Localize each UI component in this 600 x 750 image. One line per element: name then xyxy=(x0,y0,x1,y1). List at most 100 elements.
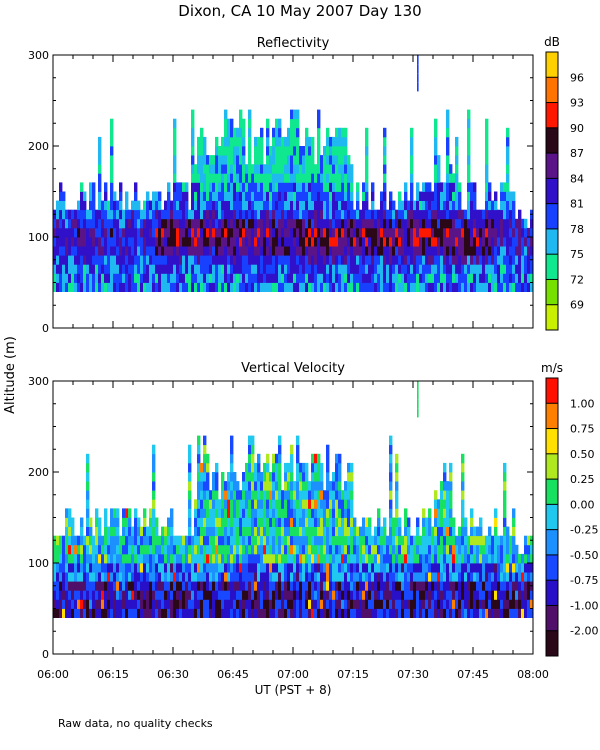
heatmap-cell xyxy=(170,544,174,555)
heatmap-cell xyxy=(272,218,276,229)
heatmap-cell xyxy=(80,218,84,229)
heatmap-cell xyxy=(269,572,273,582)
heatmap-cell xyxy=(95,246,99,256)
heatmap-cell xyxy=(326,553,330,564)
colorbar-swatch xyxy=(546,428,558,454)
heatmap-cell xyxy=(272,282,276,292)
heatmap-cell xyxy=(452,237,456,247)
heatmap-cell xyxy=(503,499,507,509)
heatmap-cell xyxy=(401,273,405,283)
heatmap-cell xyxy=(101,273,105,283)
heatmap-cell xyxy=(302,191,306,201)
heatmap-cell xyxy=(443,490,447,500)
heatmap-cell xyxy=(224,127,228,138)
heatmap-cell xyxy=(74,209,78,220)
heatmap-cell xyxy=(353,227,357,238)
heatmap-cell xyxy=(350,481,354,491)
heatmap-cell xyxy=(344,191,348,201)
heatmap-cell xyxy=(161,599,165,609)
heatmap-cell xyxy=(314,246,318,256)
heatmap-cell xyxy=(176,572,180,582)
heatmap-cell xyxy=(455,227,459,238)
heatmap-cell xyxy=(413,563,417,573)
heatmap-cell xyxy=(215,136,219,147)
heatmap-cell xyxy=(242,164,246,174)
heatmap-cell xyxy=(83,572,87,582)
heatmap-cell xyxy=(287,209,291,220)
heatmap-cell xyxy=(440,227,444,238)
heatmap-cell xyxy=(155,599,159,609)
heatmap-cell xyxy=(83,264,87,274)
heatmap-cell xyxy=(437,246,441,256)
heatmap-cell xyxy=(446,109,450,120)
heatmap-cell xyxy=(299,155,303,165)
heatmap-cell xyxy=(389,472,393,482)
heatmap-cell xyxy=(392,227,396,238)
heatmap-cell xyxy=(362,535,366,546)
heatmap-cell xyxy=(314,499,318,509)
heatmap-cell xyxy=(479,209,483,220)
heatmap-cell xyxy=(119,264,123,274)
heatmap-cell xyxy=(248,590,252,600)
heatmap-cell xyxy=(161,581,165,591)
heatmap-cell xyxy=(221,218,225,229)
heatmap-cell xyxy=(56,237,60,247)
heatmap-cell xyxy=(293,526,297,537)
heatmap-cell xyxy=(158,599,162,609)
heatmap-cell xyxy=(488,273,492,283)
heatmap-cell xyxy=(212,581,216,591)
heatmap-cell xyxy=(419,608,423,618)
heatmap-cell xyxy=(530,282,534,292)
heatmap-cell xyxy=(419,581,423,591)
heatmap-cell xyxy=(290,146,294,156)
heatmap-cell xyxy=(86,472,90,482)
heatmap-cell xyxy=(110,127,114,138)
heatmap-cell xyxy=(521,264,525,274)
heatmap-cell xyxy=(443,572,447,582)
heatmap-cell xyxy=(446,200,450,211)
heatmap-cell xyxy=(275,490,279,500)
heatmap-cell xyxy=(260,127,264,138)
heatmap-cell xyxy=(179,535,183,546)
heatmap-cell xyxy=(326,227,330,238)
heatmap-cell xyxy=(266,599,270,609)
heatmap-cell xyxy=(374,255,378,265)
heatmap-cell xyxy=(239,273,243,283)
heatmap-cell xyxy=(317,227,321,238)
heatmap-cell xyxy=(221,517,225,527)
heatmap-cell xyxy=(236,499,240,509)
heatmap-cell xyxy=(62,590,66,600)
heatmap-cell xyxy=(488,237,492,247)
heatmap-cell xyxy=(338,490,342,500)
heatmap-cell xyxy=(503,209,507,220)
heatmap-cell xyxy=(275,173,279,183)
heatmap-cell xyxy=(401,535,405,546)
heatmap-cell xyxy=(317,453,321,464)
heatmap-cell xyxy=(182,535,186,546)
heatmap-cell xyxy=(458,255,462,265)
heatmap-cell xyxy=(173,146,177,156)
heatmap-cell xyxy=(353,535,357,546)
heatmap-cell xyxy=(287,127,291,138)
heatmap-cell xyxy=(290,590,294,600)
heatmap-cell xyxy=(209,237,213,247)
heatmap-cell xyxy=(281,581,285,591)
heatmap-cell xyxy=(401,209,405,220)
heatmap-cell xyxy=(356,200,360,211)
heatmap-cell xyxy=(485,535,489,546)
heatmap-cell xyxy=(383,173,387,183)
heatmap-cell xyxy=(305,218,309,229)
heatmap-cell xyxy=(527,273,531,283)
heatmap-cell xyxy=(140,227,144,238)
heatmap-cell xyxy=(212,182,216,192)
heatmap-cell xyxy=(269,490,273,500)
heatmap-cell xyxy=(470,282,474,292)
heatmap-cell xyxy=(191,237,195,247)
heatmap-cell xyxy=(143,526,147,537)
heatmap-cell xyxy=(437,164,441,174)
heatmap-cell xyxy=(110,517,114,527)
heatmap-cell xyxy=(491,553,495,564)
heatmap-cell xyxy=(434,118,438,129)
heatmap-cell xyxy=(353,581,357,591)
